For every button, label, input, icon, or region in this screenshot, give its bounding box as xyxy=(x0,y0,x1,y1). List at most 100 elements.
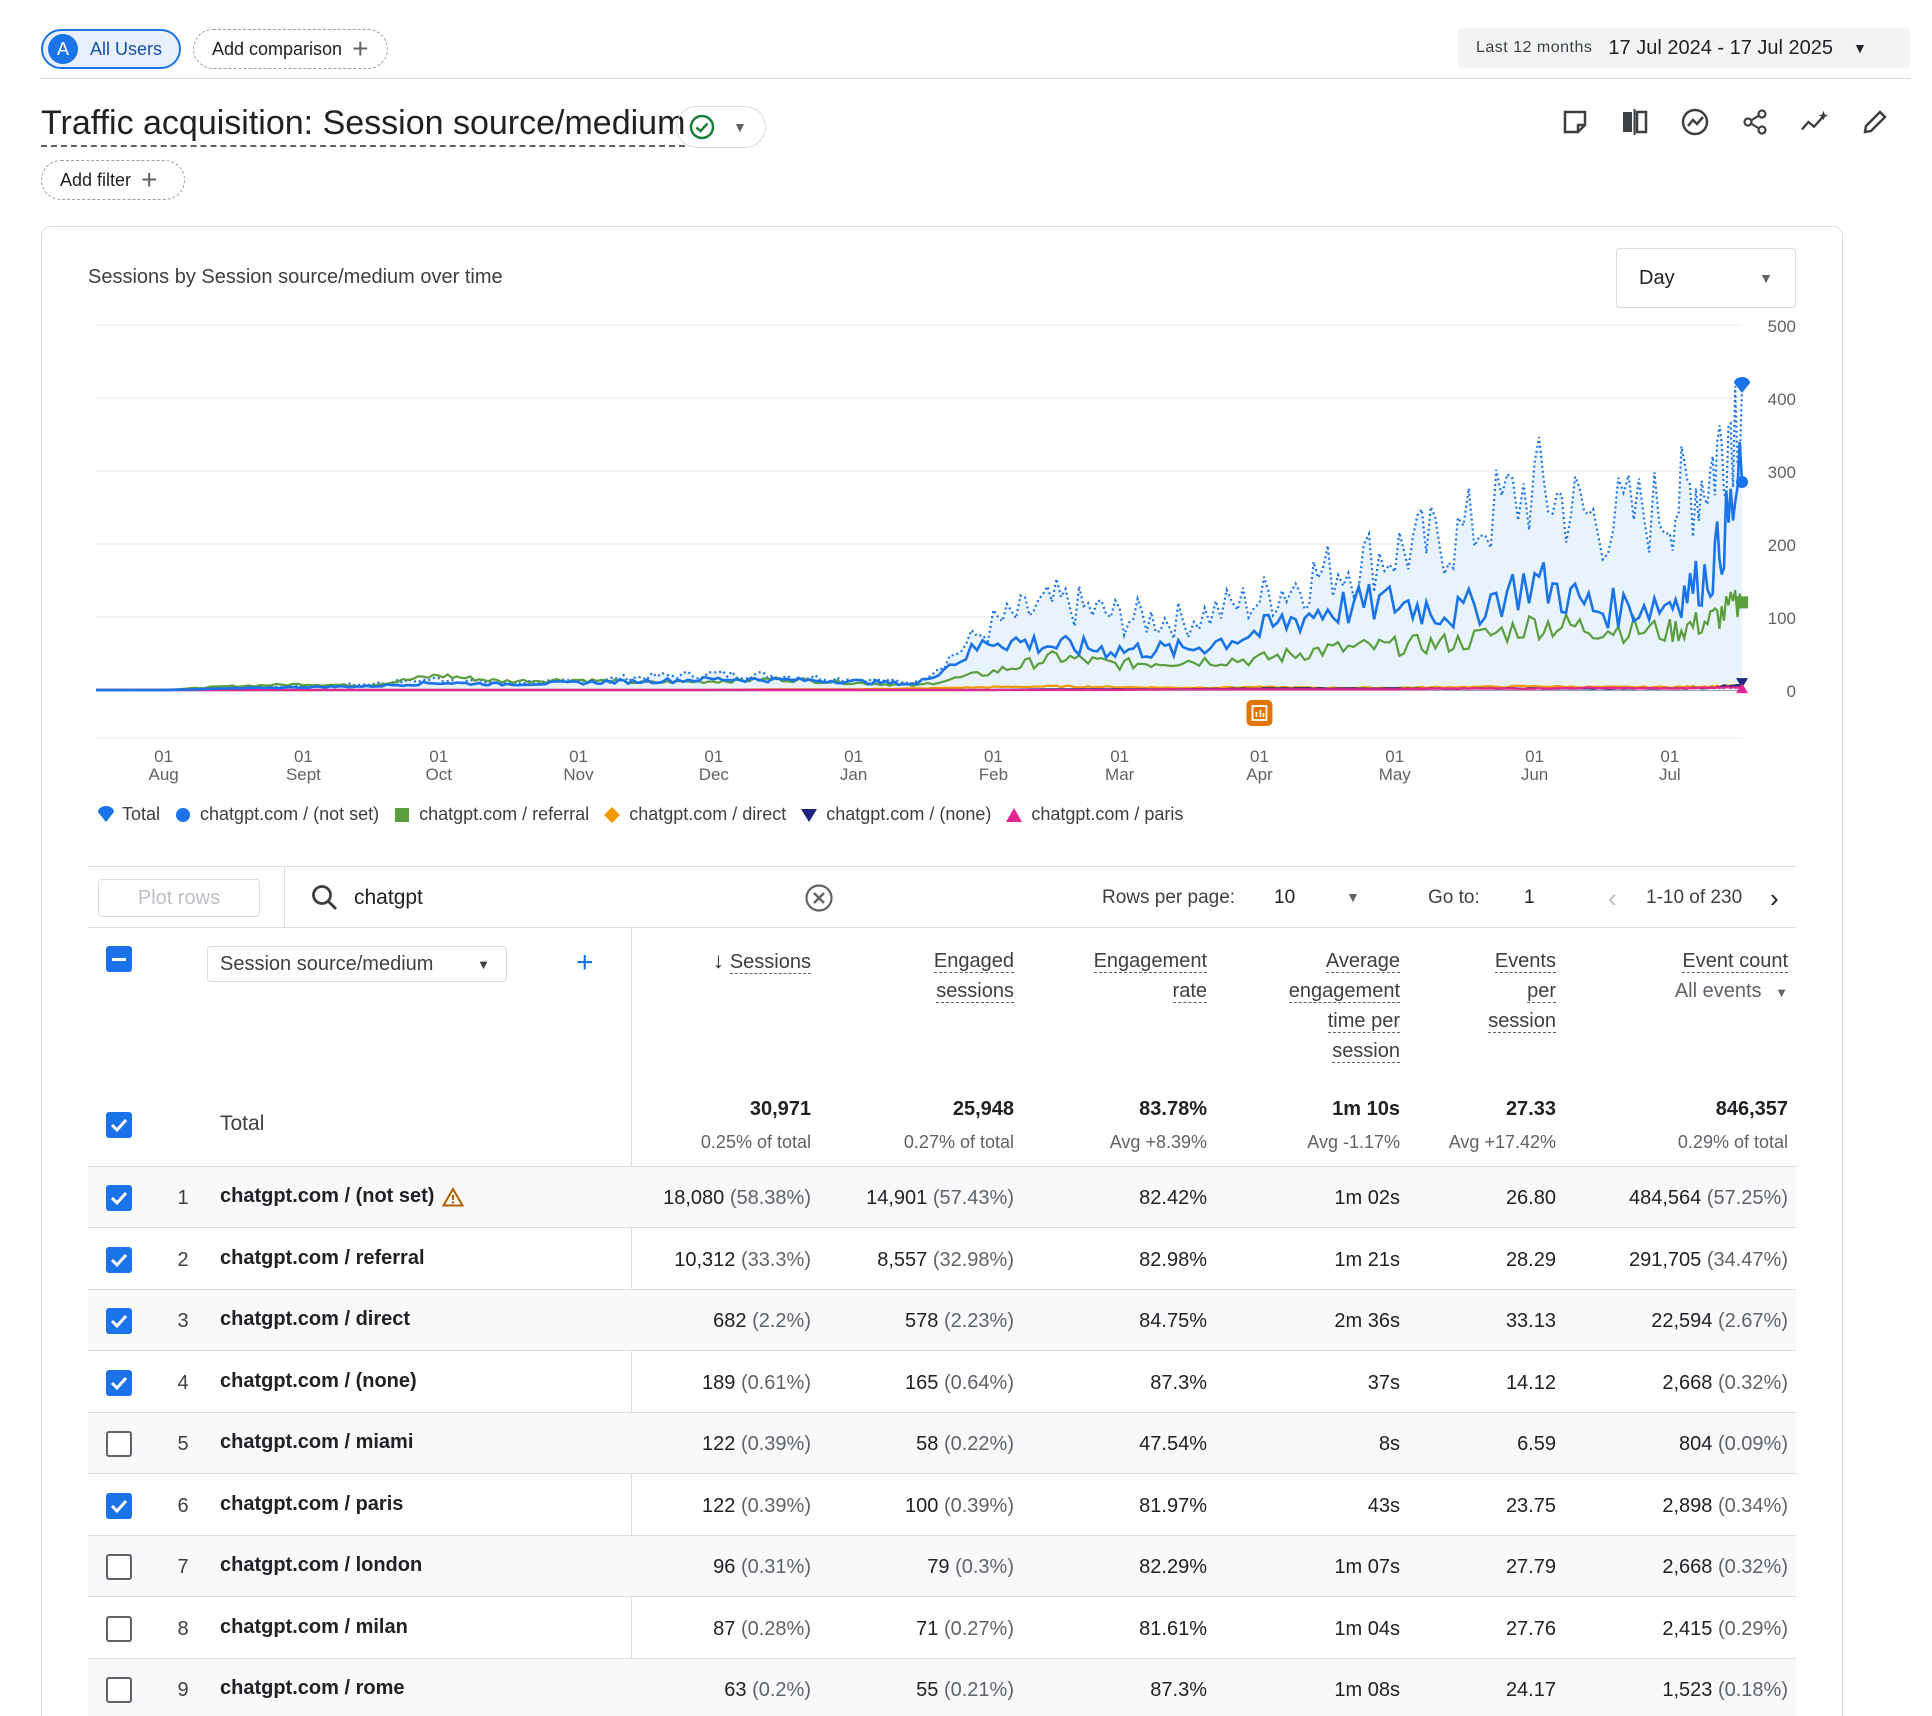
annotation-icon[interactable] xyxy=(1246,700,1273,726)
cell-value: 1m 02s xyxy=(1334,1187,1400,1209)
cell-percent: (0.34%) xyxy=(1717,1494,1788,1517)
row-checkbox[interactable] xyxy=(106,1431,132,1457)
go-to-input[interactable]: 1 xyxy=(1524,887,1535,908)
compare-icon[interactable] xyxy=(1620,104,1650,140)
interval-value: Day xyxy=(1639,266,1675,289)
caret-down-icon[interactable]: ▼ xyxy=(1346,889,1360,905)
divider xyxy=(88,1166,1796,1167)
caret-down-icon: ▼ xyxy=(1775,985,1788,1000)
search-icon xyxy=(312,885,338,911)
plot-rows-button[interactable]: Plot rows xyxy=(98,879,260,917)
total-checkbox[interactable] xyxy=(106,1112,132,1138)
cell-percent: (0.32%) xyxy=(1717,1371,1788,1394)
column-header-engagement-rate[interactable]: Engagement rate xyxy=(1014,946,1207,1006)
row-dimension-value[interactable]: chatgpt.com / miami xyxy=(220,1431,413,1454)
row-checkbox[interactable] xyxy=(106,1554,132,1580)
x-tick-label: 01 Jul xyxy=(1659,747,1681,784)
table-row[interactable]: 1 chatgpt.com / (not set) 18,080 (58.38%) 1… xyxy=(88,1167,1796,1228)
interval-select[interactable]: Day ▼ xyxy=(1616,248,1796,308)
row-checkbox[interactable] xyxy=(106,1308,132,1334)
add-filter-button[interactable]: Add filter + xyxy=(41,160,185,200)
row-cell-rate: 81.97% xyxy=(1014,1495,1207,1518)
row-dimension-value[interactable]: chatgpt.com / (none) xyxy=(220,1370,417,1393)
x-tick-label: 01 Mar xyxy=(1105,747,1135,784)
trend-sparkle-icon[interactable] xyxy=(1800,104,1830,140)
row-dimension-value[interactable]: chatgpt.com / (not set) xyxy=(220,1185,465,1208)
table-row[interactable]: 8 chatgpt.com / milan 87 (0.28%) 71 (0.27%)… xyxy=(88,1598,1796,1659)
event-filter-select[interactable]: All events ▼ xyxy=(1675,980,1788,1002)
row-dimension-value[interactable]: chatgpt.com / paris xyxy=(220,1493,403,1516)
table-row[interactable]: 9 chatgpt.com / rome 63 (0.2%) 55 (0.21%) 87… xyxy=(88,1659,1796,1716)
table-row[interactable]: 5 chatgpt.com / miami 122 (0.39%) 58 (0.22%… xyxy=(88,1413,1796,1474)
total-event-count: 846,357 xyxy=(1715,1098,1788,1120)
column-header-avg-engagement-time[interactable]: Average engagement time per session xyxy=(1207,946,1400,1066)
cell-value: 2,898 xyxy=(1662,1494,1713,1517)
rows-per-page-label: Rows per page: xyxy=(1102,887,1236,908)
add-filter-label: Add filter xyxy=(60,169,132,190)
row-checkbox[interactable] xyxy=(106,1369,132,1396)
cell-percent: (0.3%) xyxy=(955,1556,1014,1578)
warning-icon[interactable] xyxy=(442,1186,465,1207)
page-range: 1-10 of 230 xyxy=(1646,887,1743,908)
column-header-sessions[interactable]: ↓ Sessions xyxy=(631,946,811,977)
segment-chip-all-users[interactable]: A All Users xyxy=(41,29,181,69)
x-tick-label: 01 May xyxy=(1379,747,1412,784)
row-dimension-value[interactable]: chatgpt.com / referral xyxy=(220,1247,425,1270)
total-engagement-rate: 83.78% xyxy=(1139,1098,1207,1120)
series-marker-paris xyxy=(1736,683,1748,694)
row-checkbox[interactable] xyxy=(106,1185,132,1211)
previous-page-icon[interactable]: ‹ xyxy=(1608,883,1617,913)
legend-item[interactable]: chatgpt.com / referral xyxy=(393,804,589,825)
cell-value: 122 xyxy=(702,1433,736,1455)
table-row[interactable]: 3 chatgpt.com / direct 682 (2.2%) 578 (2.23… xyxy=(88,1290,1796,1351)
cell-value: 18,080 xyxy=(663,1187,725,1209)
checkmark-icon xyxy=(110,1118,128,1133)
legend-item[interactable]: chatgpt.com / (not set) xyxy=(174,804,379,825)
legend-marker-icon xyxy=(1006,807,1023,822)
share-icon[interactable] xyxy=(1740,104,1770,140)
add-comparison-button[interactable]: Add comparison + xyxy=(193,29,388,69)
search-input[interactable] xyxy=(354,881,654,915)
top-bar: A All Users Add comparison + Last 12 mon… xyxy=(0,0,1932,80)
table-row[interactable]: 7 chatgpt.com / london 96 (0.31%) 79 (0.3%)… xyxy=(88,1536,1796,1597)
row-checkbox[interactable] xyxy=(106,1246,132,1273)
edit-pencil-icon[interactable] xyxy=(1860,104,1890,140)
legend-item[interactable]: Total xyxy=(96,804,160,825)
cell-percent: (0.32%) xyxy=(1717,1556,1788,1578)
column-header-engaged-sessions[interactable]: Engaged sessions xyxy=(811,946,1014,1006)
note-icon[interactable] xyxy=(1560,104,1590,140)
row-checkbox[interactable] xyxy=(106,1677,132,1703)
row-checkbox[interactable] xyxy=(106,1492,132,1519)
row-cell-engaged: 14,901 (57.43%) xyxy=(811,1187,1014,1210)
row-cell-time: 8s xyxy=(1207,1433,1400,1456)
table-row[interactable]: 2 chatgpt.com / referral 10,312 (33.3%) 8,5… xyxy=(88,1229,1796,1290)
legend-item[interactable]: chatgpt.com / paris xyxy=(1005,804,1183,825)
add-dimension-icon[interactable]: + xyxy=(576,946,594,979)
table-row[interactable]: 4 chatgpt.com / (none) 189 (0.61%) 165 (0.6… xyxy=(88,1352,1796,1413)
checkmark-icon xyxy=(110,1314,128,1329)
legend-item[interactable]: chatgpt.com / (none) xyxy=(800,804,991,825)
insights-icon[interactable] xyxy=(1680,104,1710,140)
date-range-picker[interactable]: Last 12 months 17 Jul 2024 - 17 Jul 2025… xyxy=(1458,28,1910,68)
clear-search-icon[interactable] xyxy=(804,883,834,913)
dimension-select[interactable]: Session source/medium ▼ xyxy=(207,946,507,982)
page-title[interactable]: Traffic acquisition: Session source/medi… xyxy=(41,104,686,147)
column-header-event-count[interactable]: Event count All events ▼ xyxy=(1556,946,1788,1008)
legend-item[interactable]: chatgpt.com / direct xyxy=(603,804,786,825)
row-dimension-value[interactable]: chatgpt.com / london xyxy=(220,1554,422,1577)
select-all-checkbox[interactable] xyxy=(106,946,132,972)
row-dimension-value[interactable]: chatgpt.com / direct xyxy=(220,1308,410,1331)
checkmark-icon xyxy=(110,1376,128,1390)
column-header-events-per-session[interactable]: Events per session xyxy=(1400,946,1556,1036)
x-tick-label: 01 Jan xyxy=(840,747,867,784)
table-row[interactable]: 6 chatgpt.com / paris 122 (0.39%) 100 (0.39… xyxy=(88,1475,1796,1536)
legend-label: chatgpt.com / direct xyxy=(629,804,787,824)
next-page-icon[interactable]: › xyxy=(1770,883,1779,913)
cell-value: 682 xyxy=(713,1310,747,1332)
check-circle-icon xyxy=(689,114,715,140)
report-status-menu[interactable]: ▼ xyxy=(676,106,766,148)
rows-per-page-select[interactable]: 10 xyxy=(1274,887,1296,908)
row-dimension-value[interactable]: chatgpt.com / rome xyxy=(220,1677,404,1700)
row-dimension-value[interactable]: chatgpt.com / milan xyxy=(220,1616,408,1639)
row-checkbox[interactable] xyxy=(106,1615,132,1642)
